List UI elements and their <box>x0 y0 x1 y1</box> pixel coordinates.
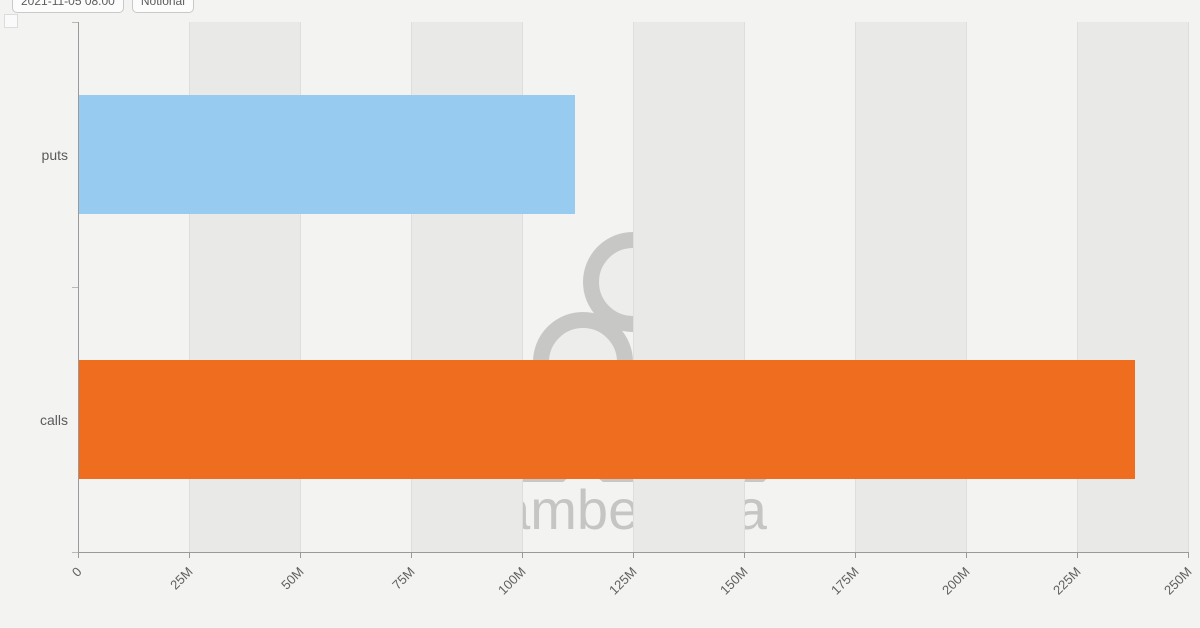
chip-metric[interactable]: Notional <box>132 0 194 13</box>
x-tick-mark <box>1188 552 1189 558</box>
x-tick-mark <box>78 552 79 558</box>
x-tick-label: 125M <box>606 564 640 598</box>
x-tick-mark <box>633 552 634 558</box>
x-tick-label: 250M <box>1161 564 1195 598</box>
x-tick-label: 150M <box>717 564 751 598</box>
x-tick-label: 175M <box>828 564 862 598</box>
x-tick-mark <box>966 552 967 558</box>
x-tick-label: 200M <box>939 564 973 598</box>
plot-area: amberdata putscalls025M50M75M100M125M150… <box>78 22 1188 552</box>
x-tick-label: 100M <box>495 564 529 598</box>
y-label-calls: calls <box>40 412 78 428</box>
x-tick-mark <box>744 552 745 558</box>
x-tick-label: 25M <box>167 564 195 592</box>
gridline <box>1188 22 1189 552</box>
x-tick-mark <box>300 552 301 558</box>
x-tick-label: 50M <box>278 564 306 592</box>
bar-puts <box>78 95 575 214</box>
chips-row: 2021-11-05 08:00 Notional <box>12 0 194 13</box>
legend-swatch <box>4 14 18 28</box>
bar-calls <box>78 360 1135 479</box>
x-tick-mark <box>1077 552 1078 558</box>
chip-datetime[interactable]: 2021-11-05 08:00 <box>12 0 124 13</box>
x-tick-mark <box>855 552 856 558</box>
x-tick-label: 225M <box>1050 564 1084 598</box>
y-axis <box>78 22 79 552</box>
x-tick-mark <box>411 552 412 558</box>
plot-inner: putscalls025M50M75M100M125M150M175M200M2… <box>78 22 1188 552</box>
y-label-puts: puts <box>42 147 78 163</box>
x-tick-mark <box>522 552 523 558</box>
x-tick-mark <box>189 552 190 558</box>
chart-frame: 2021-11-05 08:00 Notional amberdata puts… <box>0 0 1200 628</box>
x-tick-label: 75M <box>389 564 417 592</box>
x-tick-label: 0 <box>69 564 85 580</box>
